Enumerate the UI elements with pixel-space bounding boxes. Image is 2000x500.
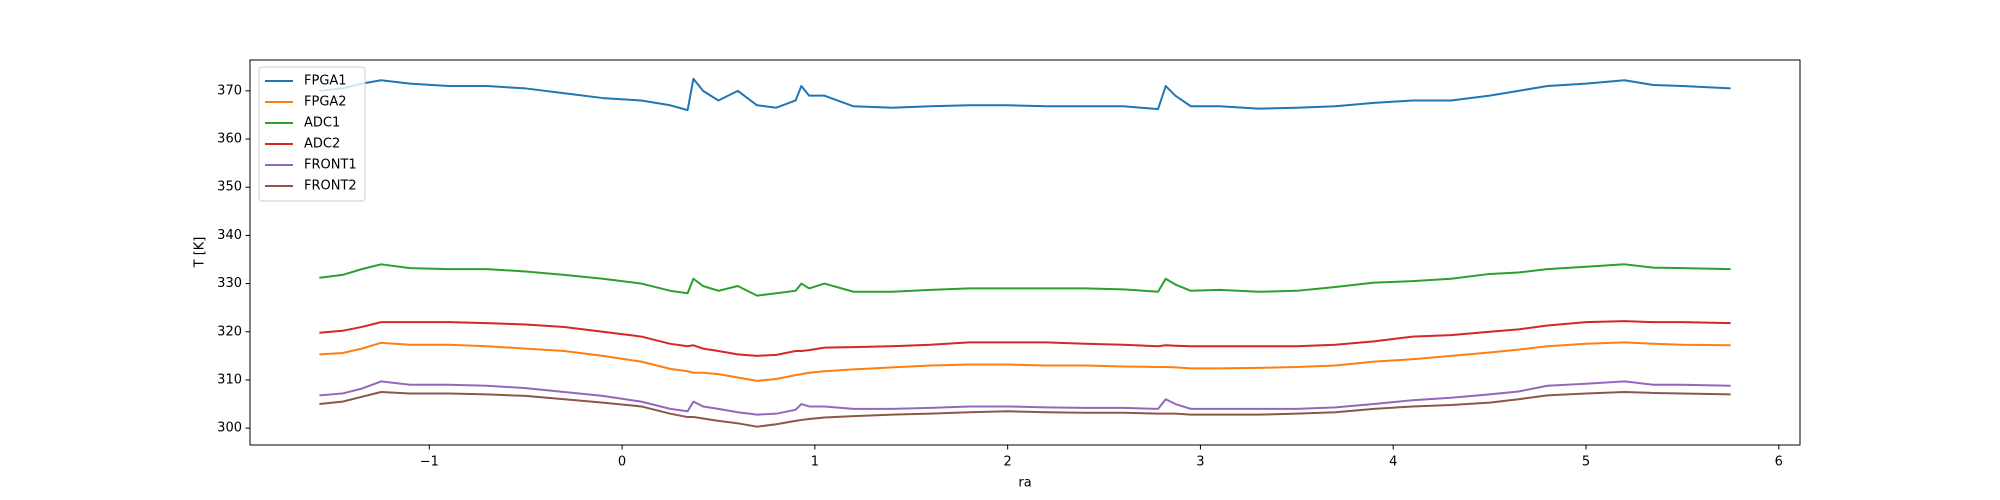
x-axis-label: ra bbox=[1018, 476, 1031, 491]
x-tick-label: 1 bbox=[811, 455, 819, 470]
legend-label: FPGA2 bbox=[304, 95, 347, 110]
x-tick-label: 6 bbox=[1775, 455, 1783, 470]
series-line bbox=[319, 391, 1731, 428]
series-line bbox=[319, 341, 1731, 382]
legend-label: ADC2 bbox=[304, 137, 340, 152]
y-tick-label: 300 bbox=[217, 421, 242, 436]
legend-label: FRONT2 bbox=[304, 179, 357, 194]
x-tick-label: 5 bbox=[1582, 455, 1590, 470]
x-tick-label: −1 bbox=[420, 455, 439, 470]
legend-label: ADC1 bbox=[304, 116, 340, 131]
legend-label: FRONT1 bbox=[304, 158, 357, 173]
y-tick-label: 320 bbox=[217, 324, 242, 339]
series-line bbox=[319, 380, 1731, 416]
y-tick-label: 310 bbox=[217, 372, 242, 387]
series-line bbox=[319, 263, 1731, 297]
series-line bbox=[319, 320, 1731, 357]
legend-box bbox=[258, 66, 366, 202]
plot-frame bbox=[249, 59, 1801, 446]
series-line bbox=[319, 77, 1731, 112]
y-tick-label: 370 bbox=[217, 83, 242, 98]
x-tick-label: 2 bbox=[1004, 455, 1012, 470]
y-tick-label: 330 bbox=[217, 276, 242, 291]
x-tick-label: 3 bbox=[1196, 455, 1204, 470]
legend-label: FPGA1 bbox=[304, 74, 347, 89]
y-axis-label: T [K] bbox=[193, 237, 208, 269]
x-tick-label: 4 bbox=[1389, 455, 1397, 470]
y-tick-label: 350 bbox=[217, 180, 242, 195]
x-tick-label: 0 bbox=[618, 455, 626, 470]
y-tick-label: 360 bbox=[217, 132, 242, 147]
y-tick-label: 340 bbox=[217, 228, 242, 243]
